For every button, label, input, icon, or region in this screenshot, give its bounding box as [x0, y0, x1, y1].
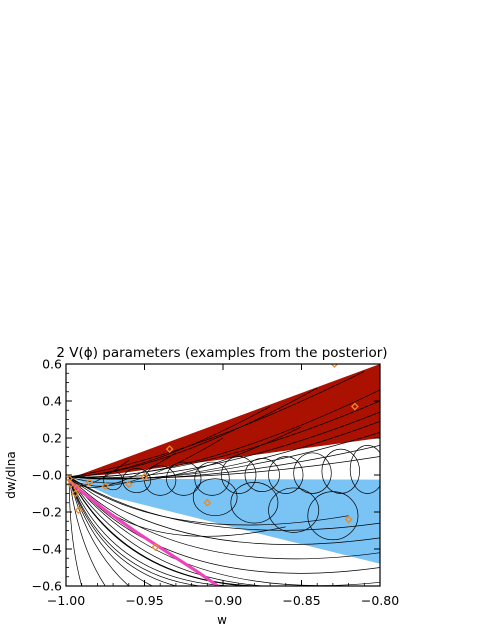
trajectory-line — [68, 476, 302, 586]
trajectory-loop — [268, 456, 304, 494]
posterior-marker — [140, 472, 149, 481]
x-tick-label: −0.90 — [204, 593, 242, 608]
y-tick-label: 0.6 — [42, 357, 62, 372]
axis-ticks: −1.00 −0.95 −0.90 −0.85 −0.80 0.6 0.4 0.2 −0.0 −0… — [32, 357, 400, 609]
posterior-marker — [85, 478, 94, 487]
posterior-marker — [73, 484, 81, 492]
trajectory-line — [69, 456, 380, 479]
y-tick-label: −0.6 — [32, 579, 62, 594]
posterior-marker — [350, 402, 359, 411]
x-tick-label: −0.85 — [282, 593, 320, 608]
trajectory-loop — [122, 468, 152, 493]
trajectory-loop — [230, 482, 279, 524]
chart-title: 2 V(ϕ) parameters (examples from the pos… — [56, 345, 387, 361]
y-tick-label: −0.0 — [32, 468, 62, 483]
trajectory-line — [69, 406, 271, 478]
red-region — [73, 364, 380, 477]
trajectory-line — [68, 476, 200, 586]
trajectory-line — [69, 445, 380, 479]
y-tick-label: −0.4 — [32, 542, 62, 557]
trajectory-line — [68, 476, 106, 586]
trajectory-loop — [349, 445, 380, 494]
posterior-marker — [66, 474, 74, 483]
trajectory-loop — [221, 456, 257, 494]
trajectory-line — [69, 371, 365, 478]
posterior-marker — [101, 482, 110, 491]
y-tick-label: 0.4 — [42, 394, 62, 409]
x-axis-label: w — [217, 613, 227, 627]
posterior-marker — [124, 480, 133, 489]
posterior-marker — [71, 489, 80, 498]
trajectory-line — [68, 476, 349, 526]
trajectory-line — [68, 476, 153, 586]
posterior-marker — [66, 480, 75, 489]
x-tick-label: −0.80 — [361, 593, 399, 608]
trajectory-loop — [268, 487, 320, 533]
x-tick-label: −1.00 — [47, 593, 85, 608]
posterior-marker — [330, 364, 339, 368]
trajectory-line — [69, 421, 380, 480]
highlight-trajectory — [67, 478, 221, 586]
trajectory-line — [68, 476, 83, 586]
trajectory-loop — [194, 461, 230, 496]
blue-region — [73, 478, 380, 564]
posterior-marker — [165, 445, 174, 454]
trajectory-line — [68, 476, 326, 586]
trajectory-line — [68, 476, 380, 531]
y-tick-label: −0.2 — [32, 505, 62, 520]
trajectory-loop — [244, 458, 280, 493]
trajectory-loop — [307, 491, 359, 541]
trajectory-line — [69, 400, 380, 478]
y-axis-label: dw/dlna — [4, 451, 18, 498]
y-tick-label: 0.2 — [42, 431, 62, 446]
trajectory-loop — [293, 452, 332, 494]
posterior-marker — [151, 543, 160, 552]
x-tick-label: −0.95 — [125, 593, 163, 608]
trajectory-line — [68, 476, 380, 560]
trajectory-loop — [166, 461, 202, 496]
posterior-marker — [74, 506, 83, 515]
posterior-marker — [203, 498, 212, 507]
posterior-marker — [344, 515, 353, 524]
trajectory-loop — [192, 478, 238, 517]
trajectory-line — [68, 476, 231, 586]
plot-area — [66, 364, 380, 586]
trajectory-loop — [321, 448, 360, 494]
